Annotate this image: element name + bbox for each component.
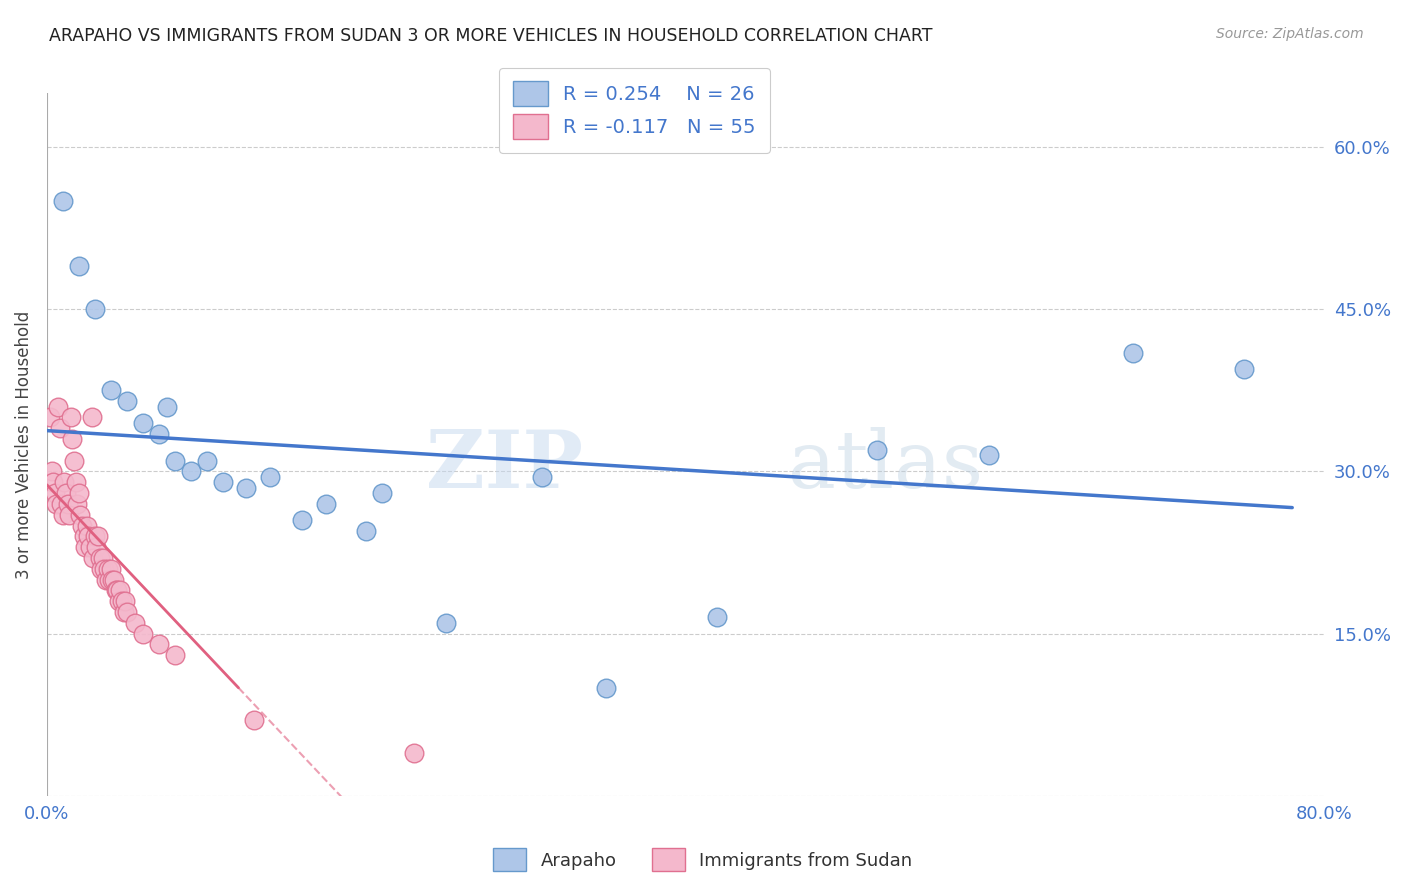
Point [44,486,66,500]
Point [112,605,135,619]
Point [235,481,257,495]
Text: ZIP: ZIP [426,426,583,505]
Point [354,524,377,538]
Legend: R = 0.254    N = 26, R = -0.117   N = 55: R = 0.254 N = 26, R = -0.117 N = 55 [499,68,769,153]
Point [111,594,134,608]
Point [148,637,170,651]
Point [100,384,122,398]
Point [52,508,75,522]
Point [82,551,104,566]
Point [977,448,1000,462]
Point [89,551,111,566]
Point [75,540,97,554]
Point [163,453,186,467]
Point [72,529,94,543]
Point [243,713,266,727]
Point [98,573,121,587]
Point [59,410,82,425]
Point [156,400,179,414]
Point [211,475,233,490]
Point [110,583,132,598]
Point [51,497,73,511]
Point [65,475,87,490]
Point [70,518,93,533]
Point [55,486,77,500]
Point [69,508,91,522]
Point [45,497,67,511]
Point [39,410,62,425]
Point [80,410,103,425]
Point [434,615,457,630]
Point [58,508,80,522]
Point [83,529,105,543]
Point [56,497,79,511]
Point [115,605,138,619]
Point [86,540,108,554]
Point [103,573,125,587]
Point [371,486,394,500]
Point [291,513,314,527]
Point [77,529,100,543]
Text: Source: ZipAtlas.com: Source: ZipAtlas.com [1216,27,1364,41]
Point [90,562,112,576]
Point [148,426,170,441]
Point [107,594,129,608]
Point [115,394,138,409]
Legend: Arapaho, Immigrants from Sudan: Arapaho, Immigrants from Sudan [486,841,920,879]
Point [124,615,146,630]
Point [1233,361,1256,376]
Point [79,540,101,554]
Point [87,529,110,543]
Point [93,562,115,576]
Point [46,400,69,414]
Point [315,497,337,511]
Point [42,475,65,490]
Text: atlas: atlas [787,426,983,505]
Point [52,194,75,209]
Point [48,421,70,435]
Point [41,465,63,479]
Text: ARAPAHO VS IMMIGRANTS FROM SUDAN 3 OR MORE VEHICLES IN HOUSEHOLD CORRELATION CHA: ARAPAHO VS IMMIGRANTS FROM SUDAN 3 OR MO… [49,27,932,45]
Point [180,465,202,479]
Point [94,573,117,587]
Point [866,442,889,457]
Point [100,562,122,576]
Point [96,562,118,576]
Point [530,470,553,484]
Point [595,681,617,695]
Point [66,497,89,511]
Point [131,416,153,430]
Point [259,470,281,484]
Point [404,746,426,760]
Point [104,583,127,598]
Y-axis label: 3 or more Vehicles in Household: 3 or more Vehicles in Household [15,310,32,579]
Point [195,453,218,467]
Point [114,594,136,608]
Point [1122,345,1144,359]
Point [53,475,76,490]
Point [706,610,728,624]
Point [76,518,98,533]
Point [91,551,114,566]
Point [83,302,105,317]
Point [131,626,153,640]
Point [67,259,90,273]
Point [105,583,128,598]
Point [101,573,124,587]
Point [62,432,84,446]
Point [67,486,90,500]
Point [163,648,186,663]
Point [63,453,86,467]
